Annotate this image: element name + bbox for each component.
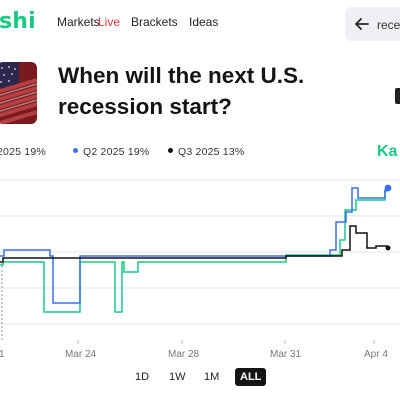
market-thumbnail — [0, 62, 37, 124]
top-nav: shi Markets Live Brackets Ideas rece — [0, 0, 400, 46]
range-1m-button[interactable]: 1M — [204, 371, 220, 383]
side-control-edge[interactable] — [395, 88, 400, 104]
x-ticks — [77, 340, 375, 344]
series-line-q3 — [0, 225, 388, 263]
brand-logo[interactable]: shi — [0, 9, 36, 34]
series-line-2025 — [0, 189, 389, 313]
x-tick-label: 1 — [0, 349, 5, 360]
nav-markets[interactable]: Markets — [57, 15, 100, 29]
x-tick-label: Mar 31 — [270, 349, 302, 360]
search-input[interactable]: rece — [377, 18, 400, 32]
range-1d-button[interactable]: 1D — [135, 371, 150, 383]
legend-item-2025: 2025 19% — [0, 146, 46, 158]
legend-label-q2: Q2 2025 19% — [83, 146, 150, 158]
series-line-q2 — [0, 187, 389, 304]
legend-dot-q3 — [168, 148, 173, 153]
series-end-point-q3 — [385, 245, 391, 251]
series-end-point-q2 — [384, 184, 392, 192]
nav-live[interactable]: Live — [98, 15, 121, 29]
market-title: When will the next U.S. recession start? — [58, 63, 305, 119]
chart-grid — [0, 179, 400, 325]
legend-item-q2: Q2 2025 19% — [73, 146, 149, 158]
legend-label-q3: Q3 2025 13% — [178, 146, 245, 158]
search-bar[interactable]: rece — [345, 7, 400, 41]
legend-item-q3: Q3 2025 13% — [168, 146, 244, 158]
legend-dot-q2 — [73, 148, 78, 153]
price-chart[interactable] — [0, 170, 400, 365]
back-arrow-icon[interactable] — [353, 15, 371, 33]
x-tick-label: Mar 28 — [168, 349, 200, 360]
brand-watermark: Ka — [377, 143, 398, 160]
nav-ideas[interactable]: Ideas — [189, 15, 219, 29]
nav-brackets[interactable]: Brackets — [131, 15, 178, 29]
range-1w-button[interactable]: 1W — [169, 371, 186, 383]
us-flag-image — [0, 62, 37, 124]
legend-label-2025: 2025 19% — [0, 146, 46, 158]
x-tick-label: Mar 24 — [65, 349, 97, 360]
range-all-button[interactable]: ALL — [235, 368, 267, 386]
x-tick-label: Apr 4 — [364, 349, 388, 360]
